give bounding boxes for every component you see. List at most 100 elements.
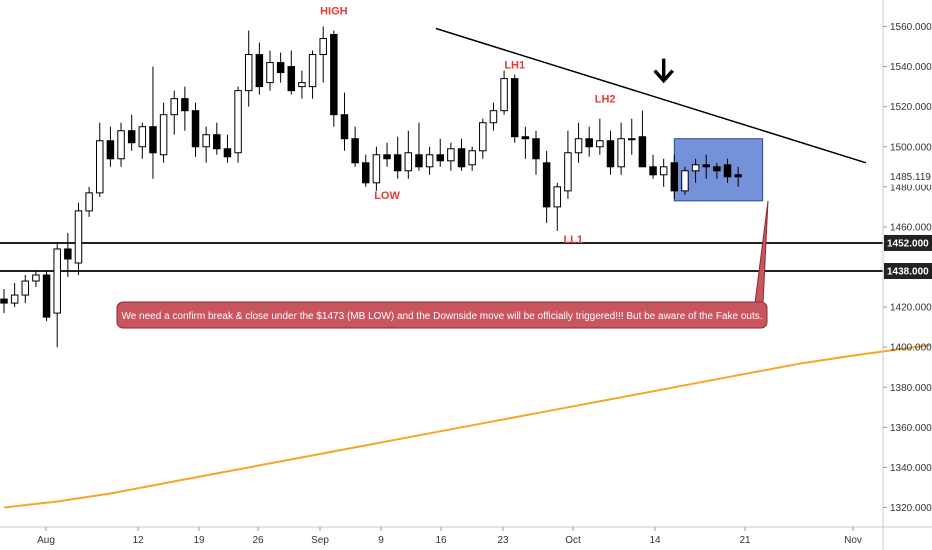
candle xyxy=(330,30,338,127)
candle xyxy=(308,50,317,99)
candle xyxy=(181,86,189,131)
candle xyxy=(372,146,381,191)
candle xyxy=(532,130,540,175)
candle xyxy=(404,130,413,179)
candle-body xyxy=(213,134,221,150)
candle xyxy=(659,158,668,187)
x-tick-label: 14 xyxy=(649,535,661,546)
candle-body xyxy=(510,78,519,138)
candle xyxy=(564,130,572,199)
candle xyxy=(21,275,30,304)
candle-body xyxy=(362,162,370,184)
candle-body xyxy=(617,138,625,168)
candle xyxy=(362,154,370,187)
candle-body xyxy=(447,148,455,162)
callout-layer: We need a confirm break & close under th… xyxy=(116,200,769,329)
candle-body xyxy=(53,248,61,314)
moving-average xyxy=(3,344,930,509)
candle-body xyxy=(276,62,285,74)
candle-body xyxy=(436,154,444,162)
candle-body xyxy=(702,164,710,168)
x-tick-label: Aug xyxy=(37,535,55,546)
x-tick-label: 16 xyxy=(435,535,447,546)
moving-average-line xyxy=(3,344,930,509)
candle-body xyxy=(117,130,125,160)
x-tick-label: 12 xyxy=(132,535,144,546)
candle-body xyxy=(425,154,434,168)
candle xyxy=(53,242,61,348)
candle-body xyxy=(223,148,232,158)
candle xyxy=(298,70,306,99)
candle xyxy=(447,142,455,171)
pattern-label: LH2 xyxy=(595,94,616,106)
x-tick-label: Oct xyxy=(565,535,581,546)
trendline-layer xyxy=(435,27,867,164)
y-tick-label: 1380.000 xyxy=(890,383,932,394)
candle xyxy=(244,30,253,107)
resistance-trendline xyxy=(435,27,867,164)
candle xyxy=(213,122,221,155)
x-tick-label: 23 xyxy=(497,535,509,546)
x-tick-label: 19 xyxy=(193,535,205,546)
candle xyxy=(457,138,466,171)
candle xyxy=(319,26,327,83)
price-tag-label: 1438.000 xyxy=(887,267,929,278)
candle xyxy=(117,122,125,167)
candle-body xyxy=(542,162,551,208)
candle xyxy=(170,90,178,135)
candle xyxy=(202,126,210,163)
candle xyxy=(617,122,625,175)
candle-body xyxy=(638,136,647,168)
candle-body xyxy=(170,98,178,116)
candle-body xyxy=(628,138,636,141)
candle xyxy=(489,102,498,131)
candle xyxy=(638,110,647,168)
candle-body xyxy=(649,166,657,176)
candle-body xyxy=(191,110,200,148)
candle xyxy=(702,154,710,179)
pattern-label: LL1 xyxy=(563,234,583,246)
candle-body xyxy=(723,164,732,178)
candle-body xyxy=(340,114,349,140)
pattern-label: LH1 xyxy=(504,60,525,72)
candle-body xyxy=(255,54,264,88)
candle xyxy=(42,271,51,322)
candle xyxy=(127,114,136,151)
x-tick-label: Sep xyxy=(311,535,329,546)
candle-body xyxy=(149,126,157,154)
candle-body xyxy=(596,140,604,148)
candle xyxy=(266,50,274,91)
candle xyxy=(234,86,242,163)
candle xyxy=(415,122,423,171)
candle-body xyxy=(468,150,476,166)
x-tick-label: Nov xyxy=(844,535,862,546)
candle xyxy=(32,271,40,288)
callout-box xyxy=(116,301,768,329)
candle-body xyxy=(691,164,700,172)
candle-body xyxy=(308,54,317,88)
candle xyxy=(574,122,583,163)
candle xyxy=(585,126,593,157)
candle xyxy=(596,118,604,155)
price-tag-label: 1452.000 xyxy=(887,238,929,249)
candle-body xyxy=(415,154,423,168)
candle-body xyxy=(404,152,413,172)
candle-body xyxy=(330,34,338,116)
candle xyxy=(10,283,19,308)
candle-body xyxy=(96,140,104,194)
candle-body xyxy=(457,148,466,168)
candle xyxy=(383,142,391,167)
pattern-labels: HIGH LH1 LH2 LOW LL1 xyxy=(320,5,615,245)
candle-body xyxy=(85,192,93,212)
y-tick-label: 1320.000 xyxy=(890,503,932,514)
y-tick-label: 1420.000 xyxy=(890,303,932,314)
candle-body xyxy=(532,138,540,160)
pattern-label: HIGH xyxy=(320,5,348,17)
x-tick-label: 9 xyxy=(378,535,384,546)
candle xyxy=(649,154,657,179)
candle-body xyxy=(21,280,30,296)
x-tick-label: 26 xyxy=(252,535,264,546)
candle xyxy=(106,126,115,167)
